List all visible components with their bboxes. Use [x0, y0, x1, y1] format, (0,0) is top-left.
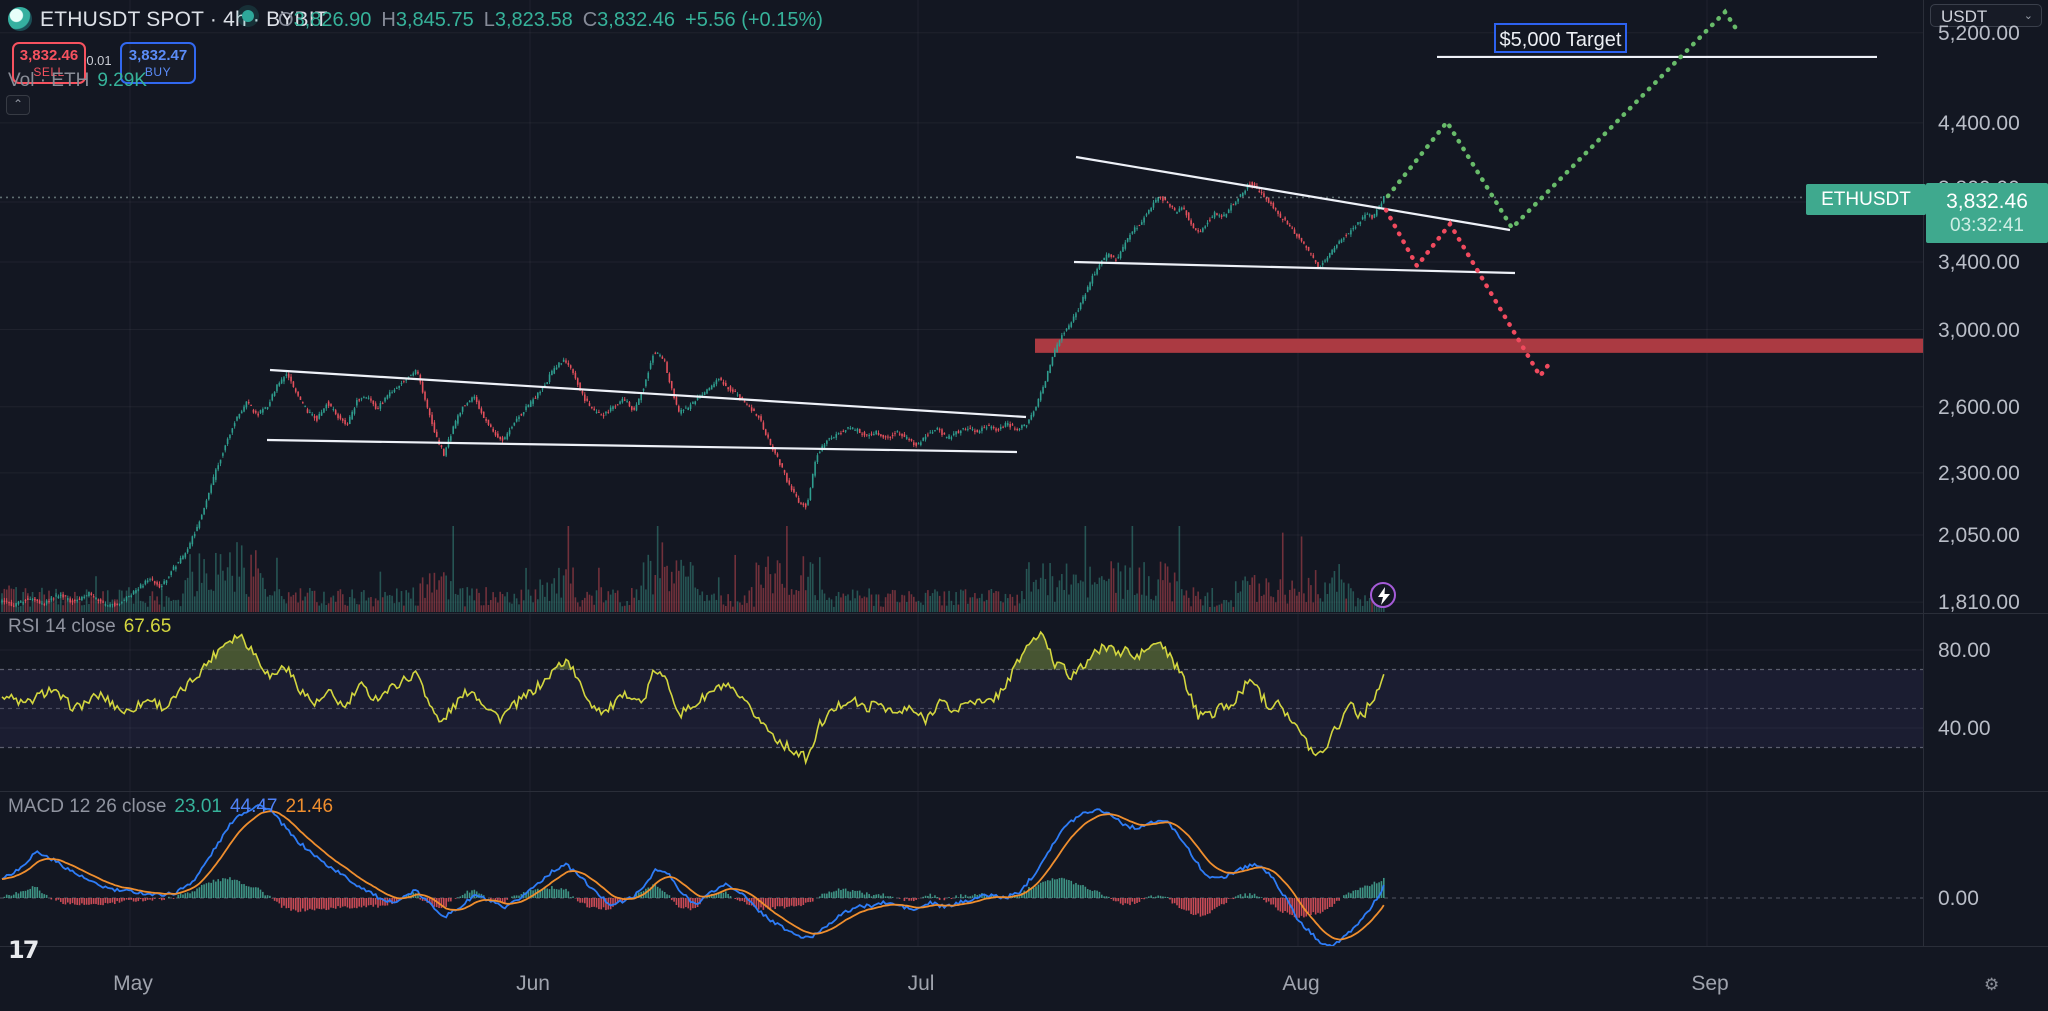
bearish-projection-path[interactable] — [1383, 207, 1555, 381]
low-label: L — [483, 9, 495, 31]
rsi-band — [0, 669, 1923, 748]
symbol-price-tag: ETHUSDT — [1806, 184, 1926, 215]
rsi-legend: RSI 14 close 67.65 — [8, 616, 171, 638]
last-price-tag: 3,832.46 03:32:41 — [1926, 183, 2048, 243]
macd-axis-label: 0.00 — [1938, 887, 1979, 910]
price-chart-canvas[interactable] — [0, 0, 1923, 613]
buy-price: 3,832.47 — [128, 46, 188, 64]
macd-pane-canvas[interactable] — [0, 791, 1923, 946]
ohlc-values: O3,826.90 H3,845.75 L3,823.58 C3,832.46 +5.5… — [278, 9, 823, 32]
market-status-icon[interactable] — [242, 10, 254, 22]
macd-label: MACD 12 26 close — [8, 796, 167, 817]
open-value: 3,826.90 — [293, 9, 372, 31]
open-label: O — [278, 9, 294, 31]
high-value: 3,845.75 — [395, 9, 474, 31]
volume-legend: Vol · ETH 9.29K — [8, 70, 147, 92]
symbol-title[interactable]: ETHUSDT SPOT · 4h · BYBIT — [40, 8, 328, 31]
price-axis-label: 3,400.00 — [1938, 251, 2020, 274]
rsi-pane-canvas[interactable] — [0, 613, 1923, 791]
time-axis-label: May — [113, 972, 153, 995]
macd-signal-line — [1, 810, 1385, 941]
collapse-pane-button[interactable]: ⌃ — [6, 95, 30, 115]
price-grid — [0, 32, 1923, 603]
change-value: +5.56 (+0.15%) — [685, 9, 823, 31]
sell-price: 3,832.46 — [19, 46, 79, 64]
time-axis-label: Sep — [1691, 972, 1729, 995]
price-axis-separator[interactable] — [1923, 0, 1924, 1011]
price-axis-label: 2,300.00 — [1938, 461, 2020, 485]
close-value: 3,832.46 — [597, 9, 676, 31]
trendline[interactable] — [269, 368, 1027, 419]
price-axis-label: 5,200.00 — [1938, 21, 2020, 45]
bullish-projection-path[interactable] — [1385, 8, 1740, 232]
rsi-label: RSI 14 close — [8, 616, 116, 637]
supply-zone[interactable] — [1035, 338, 1923, 353]
buy-button[interactable]: 3,832.47 BUY — [120, 42, 196, 84]
rsi-overbought-fill — [2, 632, 1385, 670]
time-axis[interactable] — [0, 946, 2048, 1011]
macd-signal-value: 21.46 — [285, 796, 334, 817]
spread-value: 0.01 — [86, 53, 112, 68]
price-axis-label: 2,600.00 — [1938, 395, 2020, 419]
macd-legend: MACD 12 26 close 23.01 44.47 21.46 — [8, 796, 333, 818]
instant-trading-icon[interactable] — [1370, 582, 1396, 608]
tradingview-logo[interactable]: 17 — [8, 936, 39, 964]
time-axis-label: Jul — [907, 972, 935, 995]
trendline[interactable] — [1075, 155, 1511, 232]
sell-button[interactable]: 3,832.46 SELL — [12, 42, 86, 84]
buy-label: BUY — [144, 64, 172, 79]
currency-label: USDT — [1941, 7, 1988, 26]
volume-value: 9.29K — [97, 70, 147, 91]
target-price-label[interactable]: $5,000 Target — [1494, 23, 1627, 53]
chevron-down-icon: ⌄ — [2023, 10, 2033, 22]
sell-label: SELL — [33, 64, 65, 79]
macd-hist-value: 23.01 — [174, 796, 222, 817]
price-axis-label: 4,400.00 — [1938, 111, 2020, 135]
rsi-axis-label: 80.00 — [1938, 639, 1991, 662]
rsi-axis-label: 40.00 — [1938, 717, 1991, 740]
rsi-value: 67.65 — [123, 616, 172, 637]
volume-label: Vol · ETH — [8, 70, 90, 91]
pane-separator[interactable] — [0, 613, 2048, 614]
time-axis-label: Jun — [516, 972, 550, 995]
symbol-logo-icon — [8, 7, 32, 31]
time-axis-label: Aug — [1282, 972, 1320, 995]
gear-icon[interactable]: ⚙ — [1984, 975, 2000, 994]
low-value: 3,823.58 — [494, 9, 573, 31]
macd-line-value: 44.47 — [229, 796, 278, 817]
price-axis-label: 2,050.00 — [1938, 523, 2020, 547]
trendline[interactable] — [1073, 260, 1516, 275]
high-label: H — [381, 9, 396, 31]
price-axis-label: 3,000.00 — [1938, 318, 2020, 342]
currency-dropdown[interactable]: USDT ⌄ — [1930, 4, 2042, 27]
last-price-value: 3,832.46 — [1946, 189, 2028, 213]
rsi-line — [1, 630, 1385, 766]
close-label: C — [582, 9, 598, 31]
bar-countdown: 03:32:41 — [1950, 214, 2024, 236]
trendline[interactable] — [266, 438, 1018, 454]
candles — [1, 181, 1385, 608]
volume-bars — [1, 526, 1385, 612]
pane-separator[interactable] — [0, 791, 2048, 792]
price-axis-label: 1,810.00 — [1938, 591, 2020, 615]
